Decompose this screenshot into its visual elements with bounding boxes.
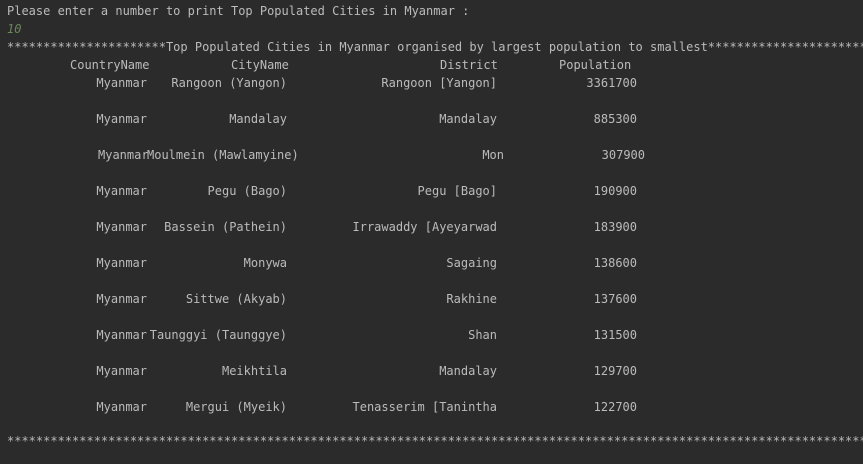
cell-population: 183900 <box>593 220 637 234</box>
cell-district: Tenasserim [Tanintha <box>352 400 498 414</box>
cell-population: 885300 <box>593 112 637 126</box>
user-input-value: 10 <box>7 22 22 36</box>
cell-district: Pegu [Bago] <box>417 184 497 198</box>
cell-district: Shan <box>468 328 497 342</box>
cell-population: 131500 <box>593 328 637 342</box>
cell-city: Moulmein (Mawlamyine) <box>147 148 299 162</box>
cell-population: 138600 <box>593 256 637 270</box>
cell-district: Mon <box>482 148 504 162</box>
cell-country: Myanmar <box>96 328 147 342</box>
cell-country: Myanmar <box>96 292 147 306</box>
column-header-population: Population <box>559 58 632 72</box>
cell-district: Mandalay <box>439 364 497 378</box>
cell-city: Mergui (Myeik) <box>185 400 287 414</box>
cell-population: 3361700 <box>586 76 637 90</box>
cell-population: 190900 <box>593 184 637 198</box>
cell-country: Myanmar <box>96 220 147 234</box>
cell-district: Irrawaddy [Ayeyarwad <box>352 220 498 234</box>
cell-country: Myanmar <box>96 364 147 378</box>
cell-city: Bassein (Pathein) <box>164 220 287 234</box>
cell-population: 129700 <box>593 364 637 378</box>
cell-population: 122700 <box>593 400 637 414</box>
header-banner: **********************Top Populated Citi… <box>7 40 863 54</box>
column-header-city: CityName <box>231 58 289 72</box>
cell-country: Myanmar <box>96 112 147 126</box>
cell-country: Myanmar <box>98 148 149 162</box>
column-header-country: CountryName <box>70 58 150 72</box>
cell-city: Pegu (Bago) <box>207 184 287 198</box>
cell-population: 307900 <box>601 148 645 162</box>
cell-city: Mandalay <box>229 112 287 126</box>
cell-city: Monywa <box>243 256 287 270</box>
cell-district: Mandalay <box>439 112 497 126</box>
cell-district: Rangoon [Yangon] <box>381 76 497 90</box>
cell-population: 137600 <box>593 292 637 306</box>
cell-district: Sagaing <box>446 256 497 270</box>
cell-city: Rangoon (Yangon) <box>171 76 287 90</box>
cell-country: Myanmar <box>96 184 147 198</box>
column-header-district: District <box>440 58 498 72</box>
cell-city: Taunggyi (Taunggye) <box>149 328 287 342</box>
cell-country: Myanmar <box>96 256 147 270</box>
footer-banner: ****************************************… <box>7 434 863 448</box>
cell-country: Myanmar <box>96 400 147 414</box>
prompt-text: Please enter a number to print Top Popul… <box>7 4 470 18</box>
cell-city: Sittwe (Akyab) <box>185 292 287 306</box>
cell-district: Rakhine <box>446 292 497 306</box>
cell-country: Myanmar <box>96 76 147 90</box>
cell-city: Meikhtila <box>221 364 287 378</box>
